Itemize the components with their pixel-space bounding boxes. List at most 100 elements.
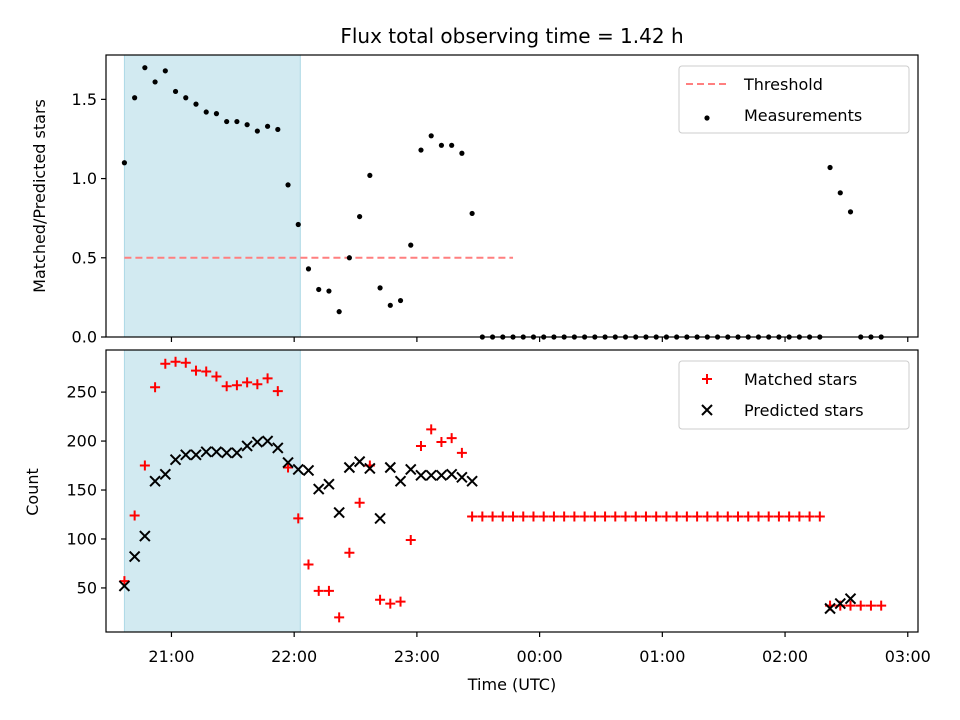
predicted-point <box>374 512 386 525</box>
measurement-point <box>377 285 383 291</box>
predicted-point <box>456 471 468 483</box>
measurement-point <box>121 160 128 166</box>
matched-point <box>477 511 488 522</box>
matched-point <box>405 534 416 545</box>
measurement-point <box>346 255 352 261</box>
measurement-point <box>295 221 301 228</box>
top-panel: 0.0 0.5 1.0 1.5 Threshold Measurements <box>72 54 919 347</box>
matched-point <box>252 379 263 390</box>
matched-point <box>753 511 764 522</box>
matched-point <box>773 511 784 522</box>
measurement-point <box>418 147 424 153</box>
predicted-point <box>435 469 448 482</box>
matched-point <box>548 511 559 522</box>
matched-point <box>661 511 672 522</box>
matched-point <box>692 511 703 522</box>
matched-point <box>456 447 467 458</box>
matched-point <box>804 511 815 522</box>
y-tick-label: 1.0 <box>72 169 97 188</box>
matched-point <box>262 373 273 384</box>
legend-box <box>678 360 910 430</box>
matched-point <box>190 365 201 376</box>
predicted-point <box>251 436 264 448</box>
y-tick-label: 100 <box>66 529 97 548</box>
series-measurements <box>121 65 884 340</box>
predicted-point <box>333 506 345 519</box>
predicted-point <box>445 468 458 481</box>
matched-point <box>528 511 539 522</box>
predicted-point <box>139 530 151 542</box>
measurement-point <box>428 133 434 139</box>
matched-point <box>170 356 181 367</box>
matched-point <box>139 460 150 471</box>
matched-point <box>303 559 314 570</box>
predicted-point <box>313 483 325 495</box>
predicted-point <box>159 468 172 481</box>
matched-point <box>794 511 805 522</box>
top-y-axis-label: Matched/Predicted stars <box>30 99 49 293</box>
measurement-point <box>234 118 240 125</box>
bottom-panel: 50 100 150 200 250 21:00 22:00 23:00 00:00 01:00 0… <box>66 349 931 666</box>
predicted-point <box>343 461 356 474</box>
matched-point <box>579 511 590 522</box>
predicted-point <box>220 447 233 459</box>
axes-frame <box>105 349 919 633</box>
measurement-point <box>387 302 393 308</box>
predicted-point <box>425 469 437 482</box>
matched-point <box>375 594 386 605</box>
y-tick-label: 50 <box>77 578 97 597</box>
measurement-point <box>847 209 854 215</box>
matched-point <box>334 612 345 623</box>
series-matched-stars <box>119 356 887 623</box>
matched-point <box>129 510 140 521</box>
predicted-point <box>844 593 857 605</box>
measurement-point <box>397 297 404 304</box>
matched-point <box>344 547 355 558</box>
matched-point <box>201 366 212 377</box>
matched-point <box>640 511 651 522</box>
matched-point <box>446 433 457 444</box>
predicted-point <box>405 463 417 476</box>
measurement-point <box>285 182 291 188</box>
measurement-point <box>449 142 455 148</box>
matched-point <box>722 511 733 522</box>
measurement-point <box>152 79 158 85</box>
legend-box <box>678 65 910 134</box>
measurement-point <box>305 266 312 272</box>
matched-point <box>600 511 611 522</box>
measurement-point <box>193 101 199 107</box>
matched-point <box>160 358 171 369</box>
matched-point <box>415 440 426 451</box>
predicted-point <box>272 442 284 454</box>
y-tick-label: 0.5 <box>72 248 97 267</box>
matched-point <box>784 511 795 522</box>
predicted-point <box>282 456 294 469</box>
predicted-point <box>323 478 335 490</box>
matched-point <box>180 357 191 368</box>
matched-point <box>518 511 529 522</box>
y-tick-label: 1.5 <box>72 90 97 109</box>
predicted-point <box>394 475 407 487</box>
measurement-point <box>326 288 332 294</box>
predicted-point <box>824 602 836 615</box>
matched-point <box>651 511 662 522</box>
matched-point <box>845 600 856 611</box>
y-tick-label: 150 <box>66 481 97 500</box>
observing-span <box>123 54 301 338</box>
predicted-point <box>118 580 131 592</box>
bottom-y-axis-label: Count <box>23 468 42 516</box>
matched-point <box>436 437 447 448</box>
measurement-point <box>264 123 271 129</box>
y-tick-label: 0.0 <box>72 328 97 347</box>
matched-point <box>508 511 519 522</box>
matched-point <box>385 598 396 609</box>
matched-point <box>743 511 754 522</box>
matched-point <box>231 380 242 391</box>
measurement-point <box>367 172 373 179</box>
matched-point <box>681 511 692 522</box>
x-tick-label: 00:00 <box>517 647 563 666</box>
legend-label: Predicted stars <box>744 401 864 420</box>
measurement-point <box>254 128 260 134</box>
matched-point <box>467 511 478 522</box>
measurement-point <box>336 309 342 315</box>
